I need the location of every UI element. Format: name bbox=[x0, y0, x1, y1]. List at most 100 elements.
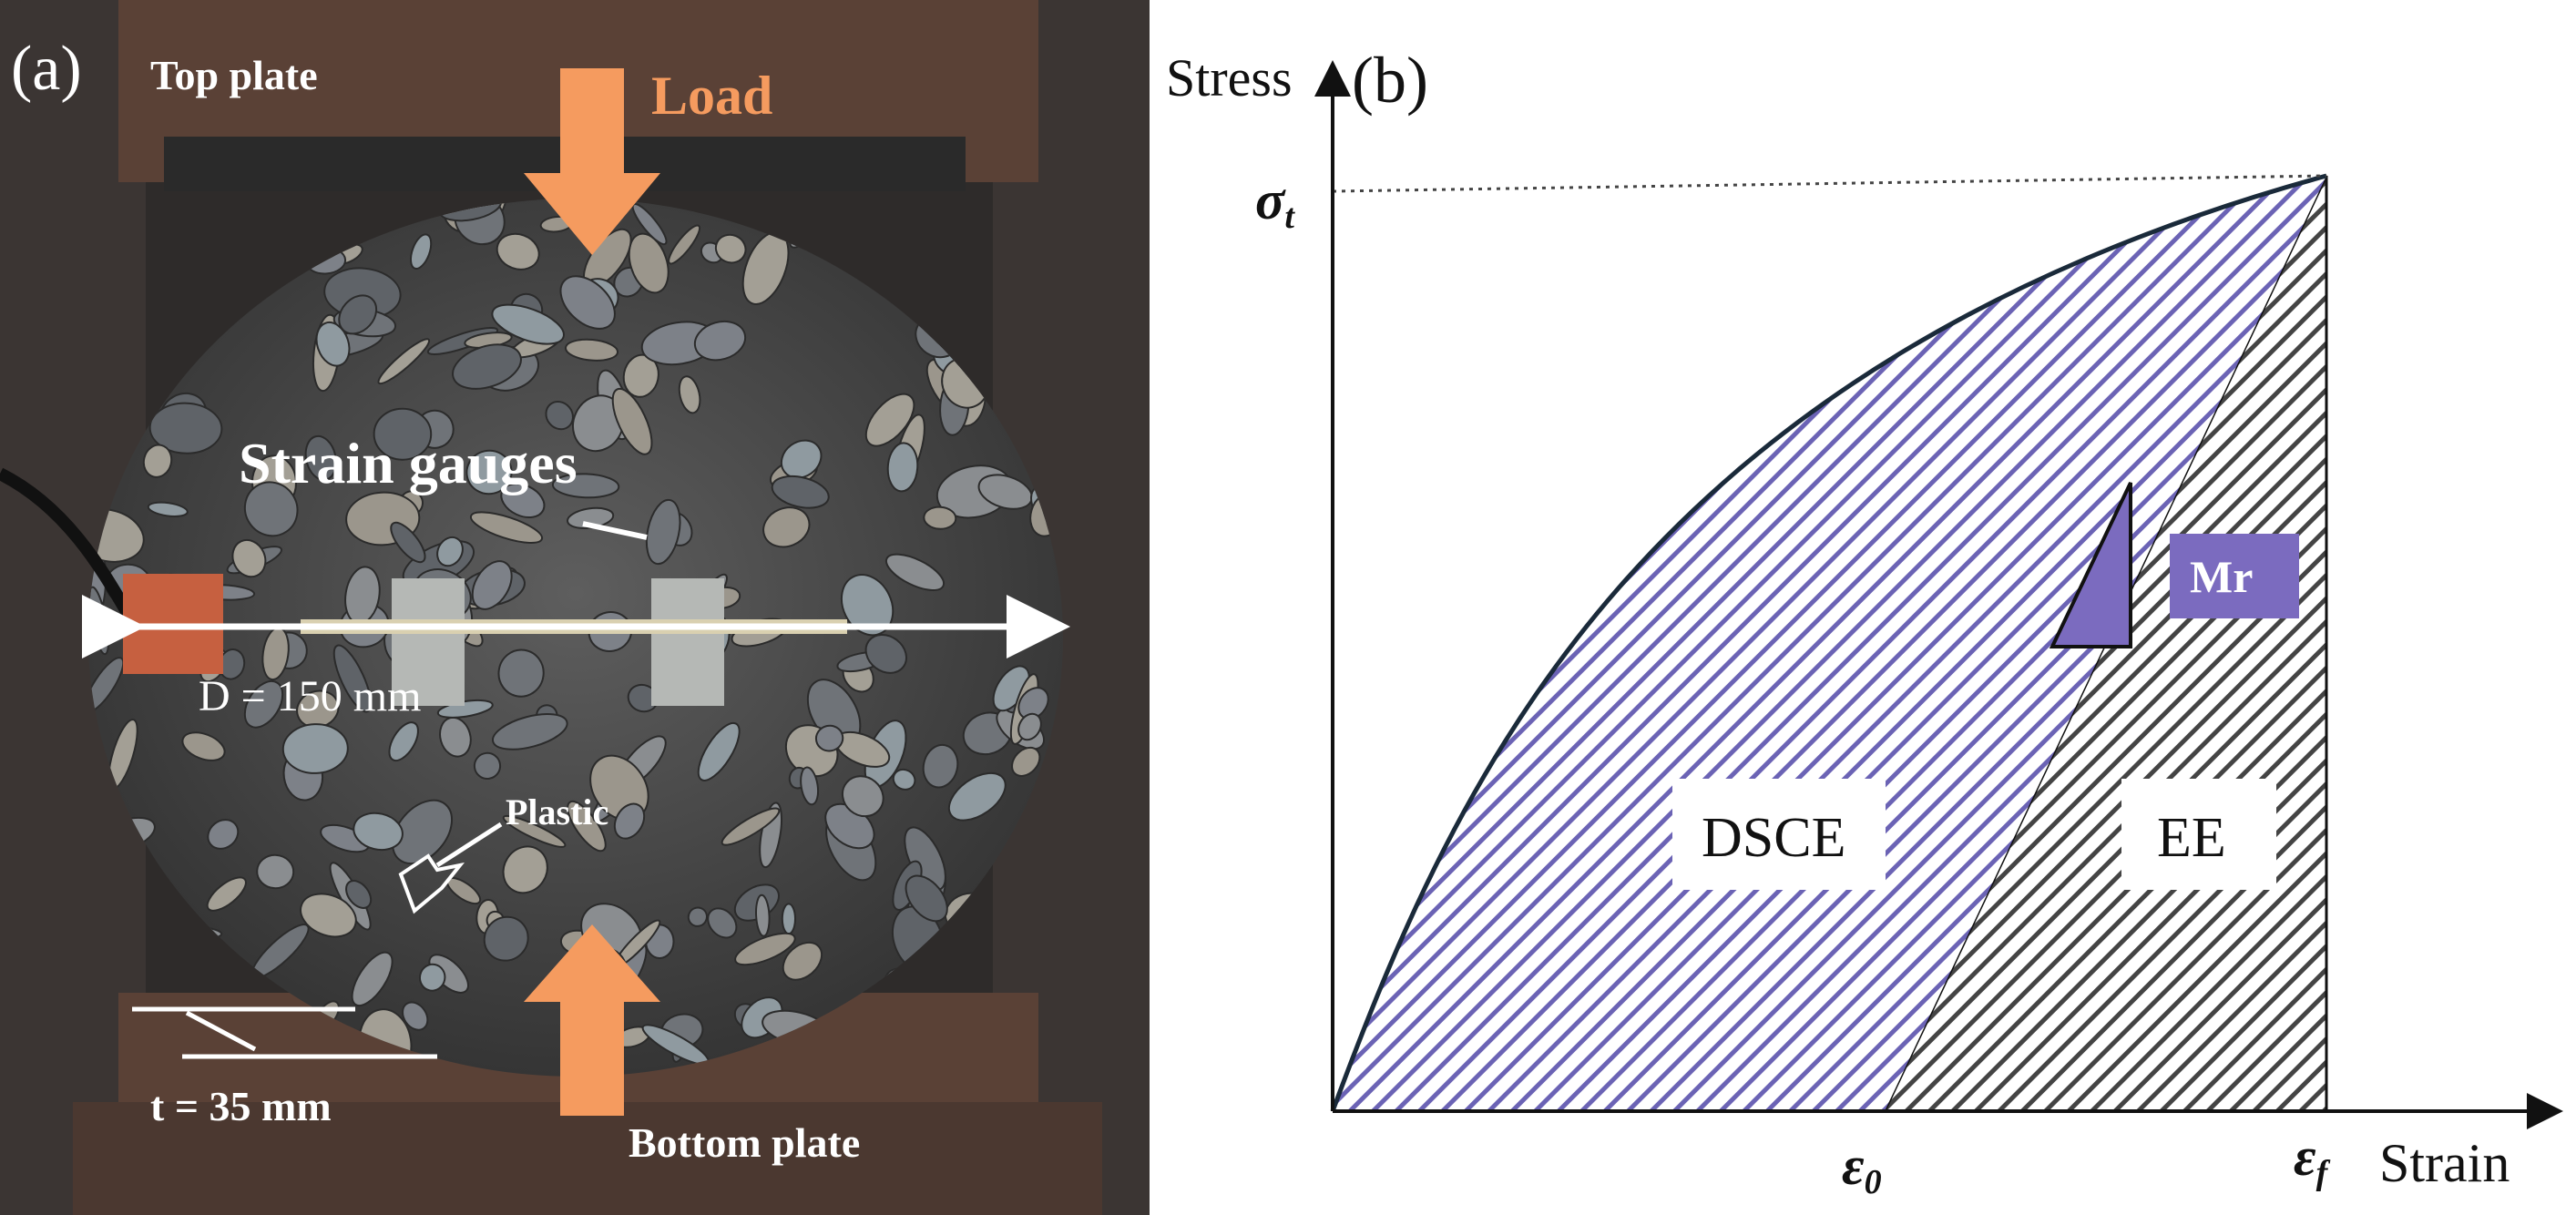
aggregate-stone bbox=[564, 338, 619, 362]
aggregate-stone bbox=[304, 434, 337, 481]
sigma-t-label: σt bbox=[1255, 170, 1295, 236]
aggregate-stone bbox=[892, 768, 916, 791]
ee-box bbox=[2121, 779, 2276, 890]
epsilon-0-label: ε0 bbox=[1842, 1136, 1882, 1201]
aggregate-stone bbox=[491, 303, 565, 345]
aggregate-stone bbox=[678, 375, 701, 414]
aggregate-stone bbox=[545, 400, 574, 431]
aggregate-stone bbox=[473, 751, 502, 781]
aggregate-stone bbox=[762, 506, 811, 548]
dsce-region bbox=[1333, 176, 2326, 1111]
thickness-label: t = 35 mm bbox=[150, 1083, 332, 1129]
aggregate-stone bbox=[693, 320, 747, 362]
aggregate-stone bbox=[781, 903, 796, 935]
aggregate-stone bbox=[551, 473, 620, 499]
ee-label: EE bbox=[2157, 807, 2226, 869]
aggregate-stone bbox=[402, 1001, 429, 1031]
aggregate-stone bbox=[668, 224, 701, 265]
aggregate-stone bbox=[315, 321, 351, 367]
aggregate-stone bbox=[628, 232, 670, 294]
aggregate-stone bbox=[780, 439, 823, 479]
aggregate-stone bbox=[256, 853, 295, 890]
aggregate-stone bbox=[436, 536, 464, 567]
epsilon-f-label: εf bbox=[2294, 1127, 2331, 1192]
aggregate-stone bbox=[707, 907, 738, 939]
aggregate-stone bbox=[147, 501, 189, 517]
mr-box bbox=[2170, 534, 2299, 618]
aggregate-stone bbox=[142, 444, 173, 478]
aggregate-stone bbox=[492, 713, 568, 750]
aggregate-stone bbox=[243, 679, 284, 729]
aggregate-stone bbox=[613, 802, 646, 840]
aggregate-stone bbox=[351, 951, 394, 1007]
aggregate-stone bbox=[496, 232, 540, 271]
aggregate-stone bbox=[418, 963, 446, 992]
sigma-t-dashed-line bbox=[1332, 174, 2327, 193]
aggregate-stone bbox=[231, 538, 267, 578]
aggregate-stone bbox=[373, 407, 433, 461]
mr-label: Mr bbox=[2190, 551, 2253, 602]
dsce-label: DSCE bbox=[1702, 807, 1845, 869]
aggregate-stone bbox=[782, 941, 823, 981]
diameter-label: D = 150 mm bbox=[199, 672, 421, 720]
aggregate-stone bbox=[377, 338, 431, 385]
aggregate-stone bbox=[281, 723, 349, 774]
aggregate-stone bbox=[338, 294, 378, 335]
aggregate-stone bbox=[922, 743, 959, 789]
aggregate-stone bbox=[771, 475, 830, 509]
plastic-label: Plastic bbox=[506, 791, 608, 832]
aggregate-stone bbox=[469, 511, 544, 544]
panel-a-label: (a) bbox=[11, 34, 82, 104]
strain-gauge-right bbox=[651, 578, 724, 706]
x-axis-label: Strain bbox=[2379, 1133, 2510, 1193]
aggregate-stone bbox=[886, 442, 919, 493]
aggregate-stone bbox=[841, 775, 884, 818]
strain-gauges-label: Strain gauges bbox=[239, 431, 578, 495]
aggregate-stone bbox=[392, 799, 454, 865]
aggregate-stone bbox=[947, 771, 1007, 822]
aggregate-stone bbox=[502, 814, 567, 848]
aggregate-stone bbox=[864, 393, 915, 447]
panel-b-diagram: Stress (b) Strain DSCE EE Mr σt ε0 εf bbox=[1166, 44, 2563, 1201]
aggregate-stone bbox=[800, 766, 820, 806]
aggregate-stone bbox=[465, 449, 513, 495]
load-arrow-bottom bbox=[524, 924, 660, 1116]
aggregate-stone bbox=[1017, 712, 1042, 741]
aggregate-stone bbox=[755, 893, 771, 937]
aggregate-stone bbox=[206, 876, 247, 912]
y-axis-label: Stress bbox=[1166, 48, 1293, 107]
aggregate-stone bbox=[884, 553, 946, 591]
aggregate-stone bbox=[814, 724, 844, 752]
aggregate-stone bbox=[353, 812, 404, 852]
aggregate-stone bbox=[905, 874, 948, 923]
stress-strain-curve bbox=[1330, 173, 2327, 1112]
plastic-pointer bbox=[435, 822, 503, 868]
aggregate-stone bbox=[181, 731, 226, 761]
thickness-pointer bbox=[185, 1010, 257, 1052]
aggregate-stone bbox=[611, 387, 653, 455]
aggregate-stone bbox=[207, 819, 240, 850]
aggregate-stone bbox=[645, 498, 681, 566]
panel-b-label: (b) bbox=[1352, 44, 1428, 117]
load-arrow-top bbox=[524, 68, 660, 255]
aggregate-stone bbox=[572, 394, 625, 453]
aggregate-stone bbox=[148, 402, 223, 454]
aggregate-stone bbox=[388, 721, 419, 762]
aggregate-stone bbox=[734, 932, 796, 966]
dsce-box bbox=[1672, 779, 1886, 890]
aggregate-stone bbox=[1017, 687, 1049, 720]
aggregate-stone bbox=[721, 807, 781, 846]
aggregate-stone bbox=[697, 721, 741, 781]
aggregate-stone bbox=[923, 505, 957, 530]
aggregate-stone bbox=[243, 481, 299, 537]
top-plate-label: Top plate bbox=[150, 52, 318, 98]
mr-slope-triangle bbox=[2049, 482, 2132, 648]
load-label: Load bbox=[651, 66, 772, 126]
aggregate-stone bbox=[500, 483, 546, 519]
aggregate-stone bbox=[345, 880, 373, 909]
aggregate-stone bbox=[483, 915, 529, 962]
aggregate-stone bbox=[502, 845, 548, 894]
aggregate-stone bbox=[409, 233, 433, 270]
bottom-plate-label: Bottom plate bbox=[629, 1119, 860, 1166]
